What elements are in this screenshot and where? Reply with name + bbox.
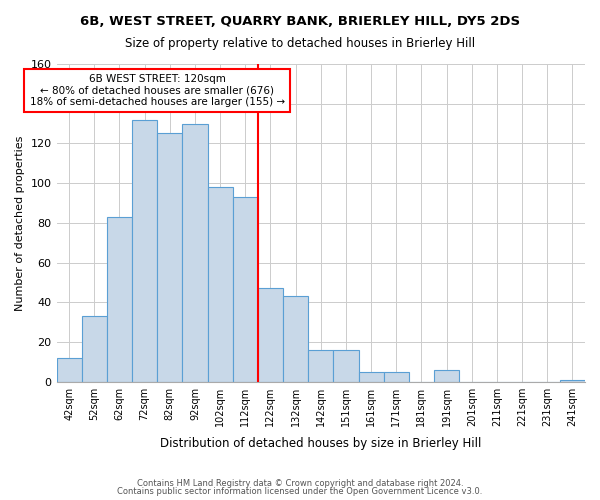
Text: 6B, WEST STREET, QUARRY BANK, BRIERLEY HILL, DY5 2DS: 6B, WEST STREET, QUARRY BANK, BRIERLEY H… bbox=[80, 15, 520, 28]
Bar bbox=[233, 197, 258, 382]
Y-axis label: Number of detached properties: Number of detached properties bbox=[15, 135, 25, 310]
Bar bbox=[132, 120, 157, 382]
Text: 6B WEST STREET: 120sqm
← 80% of detached houses are smaller (676)
18% of semi-de: 6B WEST STREET: 120sqm ← 80% of detached… bbox=[29, 74, 285, 107]
Text: Size of property relative to detached houses in Brierley Hill: Size of property relative to detached ho… bbox=[125, 38, 475, 51]
Bar bbox=[258, 288, 283, 382]
Bar bbox=[82, 316, 107, 382]
Bar bbox=[383, 372, 409, 382]
Bar bbox=[434, 370, 459, 382]
Bar bbox=[157, 134, 182, 382]
Text: Contains HM Land Registry data © Crown copyright and database right 2024.: Contains HM Land Registry data © Crown c… bbox=[137, 478, 463, 488]
Bar bbox=[107, 217, 132, 382]
Text: Contains public sector information licensed under the Open Government Licence v3: Contains public sector information licen… bbox=[118, 487, 482, 496]
Bar bbox=[560, 380, 585, 382]
Bar bbox=[334, 350, 359, 382]
Bar bbox=[182, 124, 208, 382]
Bar bbox=[208, 187, 233, 382]
Bar bbox=[56, 358, 82, 382]
X-axis label: Distribution of detached houses by size in Brierley Hill: Distribution of detached houses by size … bbox=[160, 437, 481, 450]
Bar bbox=[283, 296, 308, 382]
Bar bbox=[308, 350, 334, 382]
Bar bbox=[359, 372, 383, 382]
